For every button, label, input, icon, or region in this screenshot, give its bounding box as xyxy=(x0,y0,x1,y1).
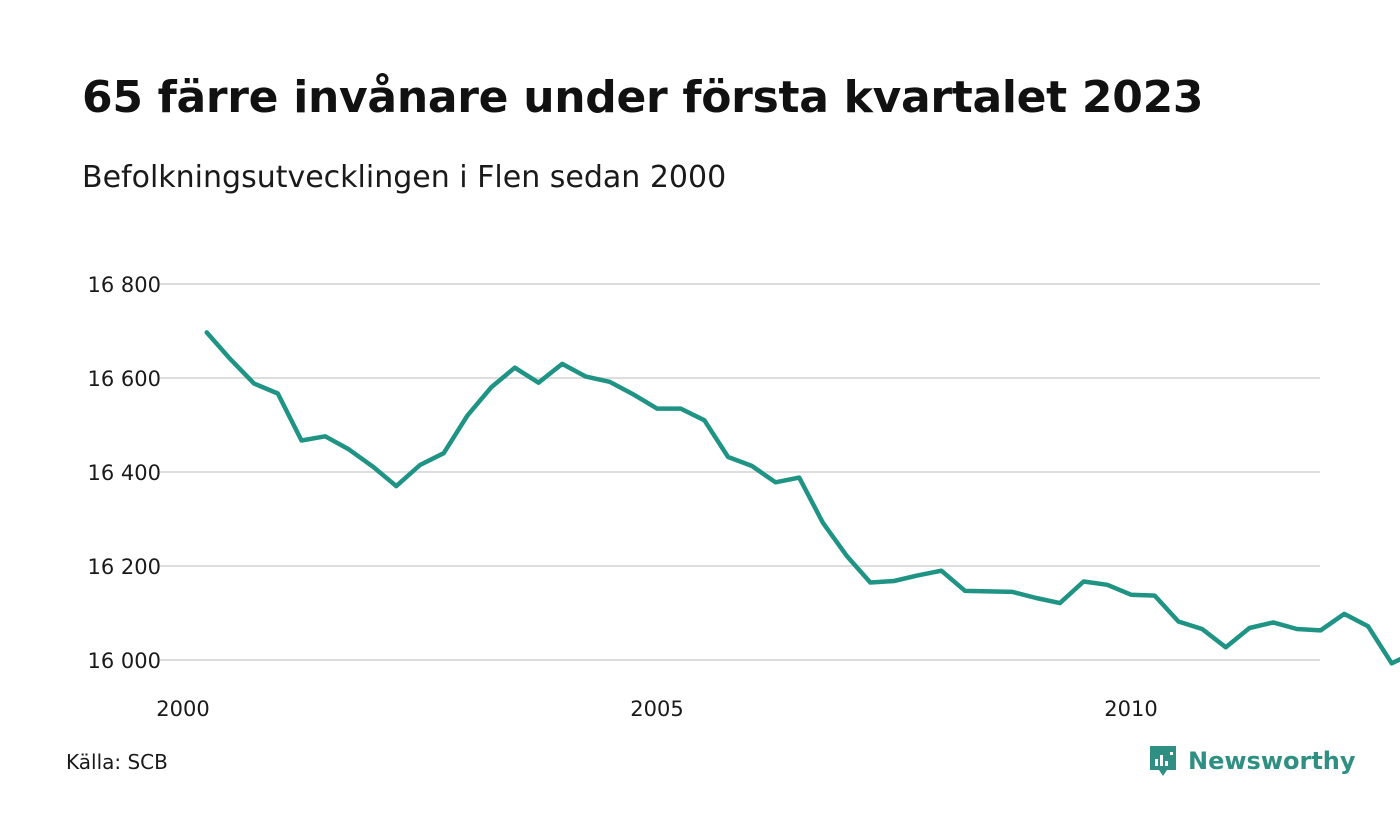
x-tick-label: 2005 xyxy=(630,697,683,721)
newsworthy-logo-icon xyxy=(1150,746,1176,776)
y-tick-label: 16 800 xyxy=(88,273,161,297)
y-tick-label: 16 400 xyxy=(88,461,161,485)
line-chart: 16 000 16 200 16 400 16 600 16 800 2000 2005 2… xyxy=(88,273,1400,721)
brand-name: Newsworthy xyxy=(1188,747,1356,775)
x-axis-ticks: 20002005201020152020 xyxy=(156,697,1157,721)
y-axis-ticks: 16 000 16 200 16 400 16 600 16 800 xyxy=(88,273,161,673)
y-tick-label: 16 600 xyxy=(88,367,161,391)
chart-title: 65 färre invånare under första kvartalet… xyxy=(82,72,1204,123)
y-tick-label: 16 000 xyxy=(88,649,161,673)
source-note: Källa: SCB xyxy=(66,750,168,774)
gridlines xyxy=(160,283,1320,661)
chart-subtitle: Befolkningsutvecklingen i Flen sedan 200… xyxy=(82,160,727,195)
y-tick-label: 16 200 xyxy=(88,555,161,579)
series-layer xyxy=(204,330,1400,666)
x-tick-label: 2000 xyxy=(156,697,209,721)
x-tick-label: 2010 xyxy=(1104,697,1157,721)
brand-logo: Newsworthy xyxy=(1148,744,1356,778)
series-line xyxy=(204,330,1400,666)
